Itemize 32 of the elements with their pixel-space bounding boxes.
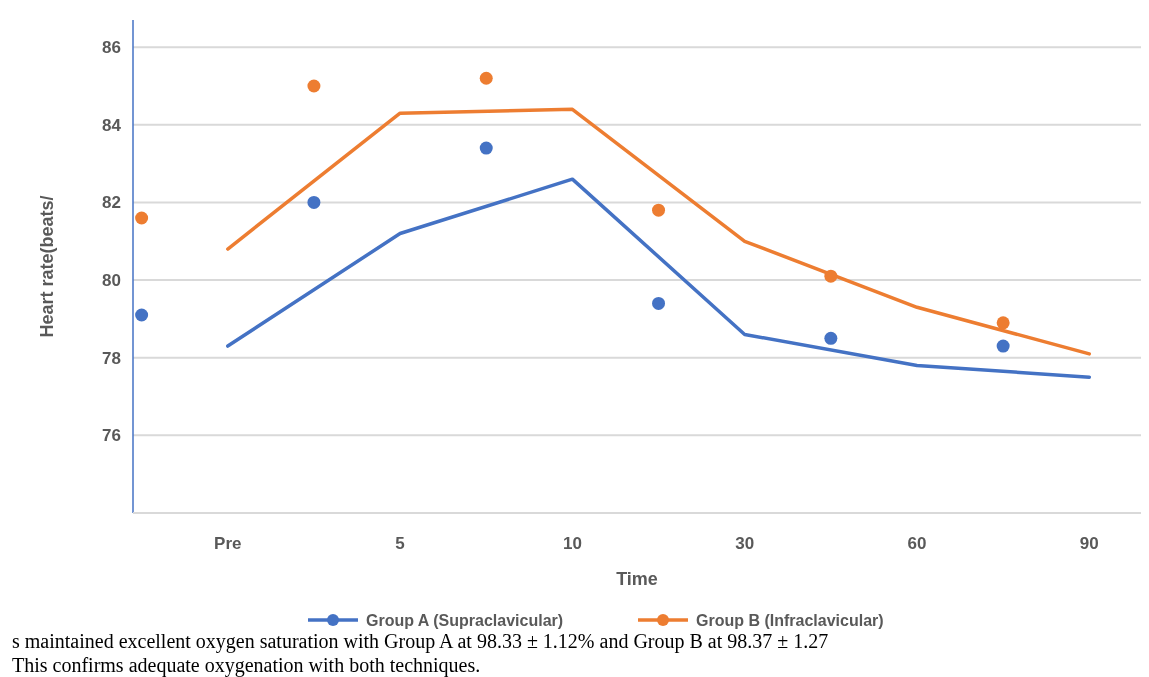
point xyxy=(824,331,838,345)
legend-label: Group A (Supraclavicular) xyxy=(366,611,564,629)
x-tick-label: 60 xyxy=(907,534,927,553)
x-tick-label: 5 xyxy=(395,534,405,553)
point xyxy=(135,211,149,225)
point xyxy=(652,203,666,217)
point xyxy=(135,308,149,322)
line-series xyxy=(226,107,1092,356)
y-tick-label: 86 xyxy=(102,38,121,58)
point xyxy=(996,339,1010,353)
text: s maintained excellent oxygen saturation with Group A at 98.33 ± 1.12% and Group B at 98.37 ± 1.27 xyxy=(12,630,829,653)
point xyxy=(479,71,493,85)
point xyxy=(307,79,321,93)
point xyxy=(307,195,321,209)
text: This confirms adequate oxygenation with both techniques. xyxy=(12,654,481,677)
x-tick-label: 90 xyxy=(1079,534,1099,553)
y-tick-label: 76 xyxy=(102,426,121,446)
point xyxy=(996,316,1010,330)
y-tick-label: 80 xyxy=(102,271,121,291)
x-tick-label: Pre xyxy=(214,534,242,553)
legend-label: Group B (Infraclavicular) xyxy=(696,611,884,629)
point xyxy=(824,269,838,283)
y-tick-label: 84 xyxy=(102,115,122,135)
y-tick-label: 82 xyxy=(102,193,121,213)
x-tick-label: 10 xyxy=(562,534,582,553)
x-tick-label: 30 xyxy=(735,534,755,553)
y-axis-title: Heart rate(beats/ xyxy=(37,195,57,338)
point xyxy=(652,296,666,310)
x-axis-title: Time xyxy=(616,569,658,589)
line-series xyxy=(226,177,1092,379)
point xyxy=(479,141,493,155)
y-tick-label: 78 xyxy=(102,348,121,368)
